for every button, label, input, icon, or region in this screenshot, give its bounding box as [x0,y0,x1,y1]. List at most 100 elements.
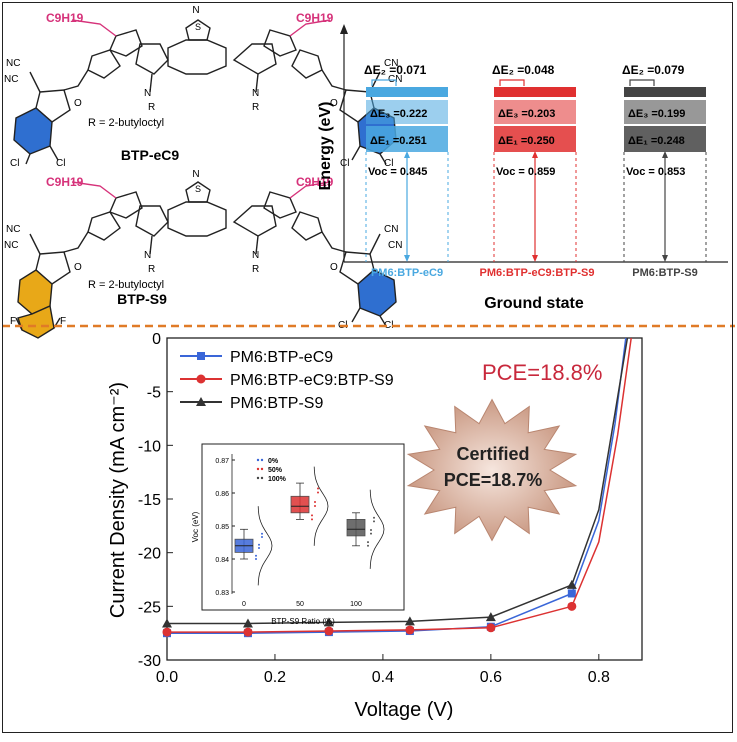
pyrrole-left-2 [135,205,169,237]
inset-dot [314,504,316,507]
side-chain-label-right-2: C9H19 [296,175,334,189]
inset-x-tick-label: 0 [242,601,246,608]
cl-bond-3 [351,145,361,161]
r-bond-right-2 [255,235,259,255]
inset-legend-dot [260,458,264,462]
certified-line-1: Certified [456,444,529,464]
label-cl-4: Cl [384,158,393,169]
inset-y-tick-label: 0.83 [215,590,229,597]
energy-axis-arrow [340,24,348,34]
vinyl-right-2 [321,231,347,253]
energy-band-de1 [494,126,576,152]
energy-diagram: Energy (eV) Ground state ΔE₂ =0.071 ΔE₃ =… [317,24,728,312]
de2-label: ΔE₂ =0.071 [364,63,427,77]
certified-badge [406,398,578,542]
inset-dot [370,528,372,531]
inset-dot [261,532,263,535]
voc-label: Voc = 0.853 [626,166,685,178]
thiophene-right-2 [291,49,323,79]
jv-y-tick-label: -10 [138,438,161,455]
inset-y-tick-label: 0.87 [215,458,229,465]
dicyano-bond-left-2 [29,233,41,255]
inset-y-tick-label: 0.86 [215,491,229,498]
legend-label: PM6:BTP-eC9:BTP-S9 [230,372,394,389]
label-r-right-2: R [252,264,259,275]
side-chain-label-left: C9H19 [46,11,84,25]
inset-legend-dot [256,458,260,462]
label-cn-3: CN [384,224,398,235]
inset-x-tick-label: 50 [296,601,304,608]
label-s-bottom: S [195,184,201,194]
jv-x-ticks: 0.0 0.2 0.4 0.6 0.8 [156,654,610,686]
r-group-label-top: R = 2-butyloctyl [88,117,164,129]
thiadiazole-ring-2 [185,181,211,203]
dicyano-bond-right-2 [369,233,381,255]
figure-frame [2,2,733,733]
inset-dot [317,491,319,494]
inset-y-tick-label: 0.84 [215,557,229,564]
de2-bracket [371,79,397,86]
f-bond-1 [15,317,23,331]
energy-band-de3 [494,100,576,124]
inset-dot [258,543,260,546]
inset-dot [255,558,257,560]
inset-dot [317,487,319,490]
legend-label: PM6:BTP-eC9 [230,349,333,366]
inset-legend-dot [256,467,260,471]
voc-arrowhead-up [532,151,538,158]
energy-band-de3 [366,100,448,124]
de2-label: ΔE₂ =0.079 [622,63,685,77]
indanone-five-left-2 [35,251,71,285]
cl-bond-2 [49,145,59,161]
label-cl-2: Cl [56,158,65,169]
jv-y-tick-label: 0 [152,331,161,348]
cl-bond-5 [351,307,361,323]
inset-legend-label: 0% [268,458,279,465]
inset-legend-dot [256,476,260,480]
certified-line-2: PCE=18.7% [444,470,543,490]
label-cn-4: CN [388,240,402,251]
jv-point-1 [486,623,496,633]
vinyl-right [321,69,347,91]
jv-x-tick-label: 0.2 [264,669,286,686]
indanone-five-left [35,89,71,123]
label-nc-1: NC [6,58,20,69]
label-cl-3: Cl [340,158,349,169]
naphthalene-ring-2 [17,304,55,339]
jv-y-axis-label: Current Density (mA cm⁻²) [107,382,129,618]
cl-bond-6 [379,315,387,327]
thiadiazole-ring [185,19,211,41]
side-chain-label-left-2: C9H19 [46,175,84,189]
label-nc-3: NC [6,224,20,235]
voc-arrowhead-down [404,255,410,262]
legend-marker [196,374,206,384]
thiophene-left-4 [87,211,121,241]
label-n-top: N [192,5,199,16]
certified-starburst [406,398,578,542]
core-fused-ring-2 [167,201,227,237]
inset-dot [314,500,316,503]
side-chain-label-right: C9H19 [296,11,334,25]
inset-dot [261,536,263,539]
jv-point-2 [162,618,172,628]
label-r-left: R [148,102,155,113]
voc-arrowhead-up [662,151,668,158]
inset-distribution-curve [313,466,329,546]
group-label: PM6:BTP-eC9 [371,267,443,279]
jv-point-1 [324,626,334,636]
label-n-bottom: N [192,169,199,180]
inset-box [290,495,310,514]
jv-point-0 [567,589,576,598]
r-group-label-bottom: R = 2-butyloctyl [88,279,164,291]
jv-y-tick-label: -30 [138,653,161,670]
thiophene-right-4 [291,211,323,241]
thiophene-left-1 [109,29,143,57]
inset-x-tick-label: 100 [350,601,362,608]
molecule-name-btp-s9: BTP-S9 [117,291,167,307]
label-nc-2: NC [4,74,18,85]
inset-box [346,519,366,537]
jv-x-tick-label: 0.0 [156,669,178,686]
label-n-right-2: N [252,250,259,261]
